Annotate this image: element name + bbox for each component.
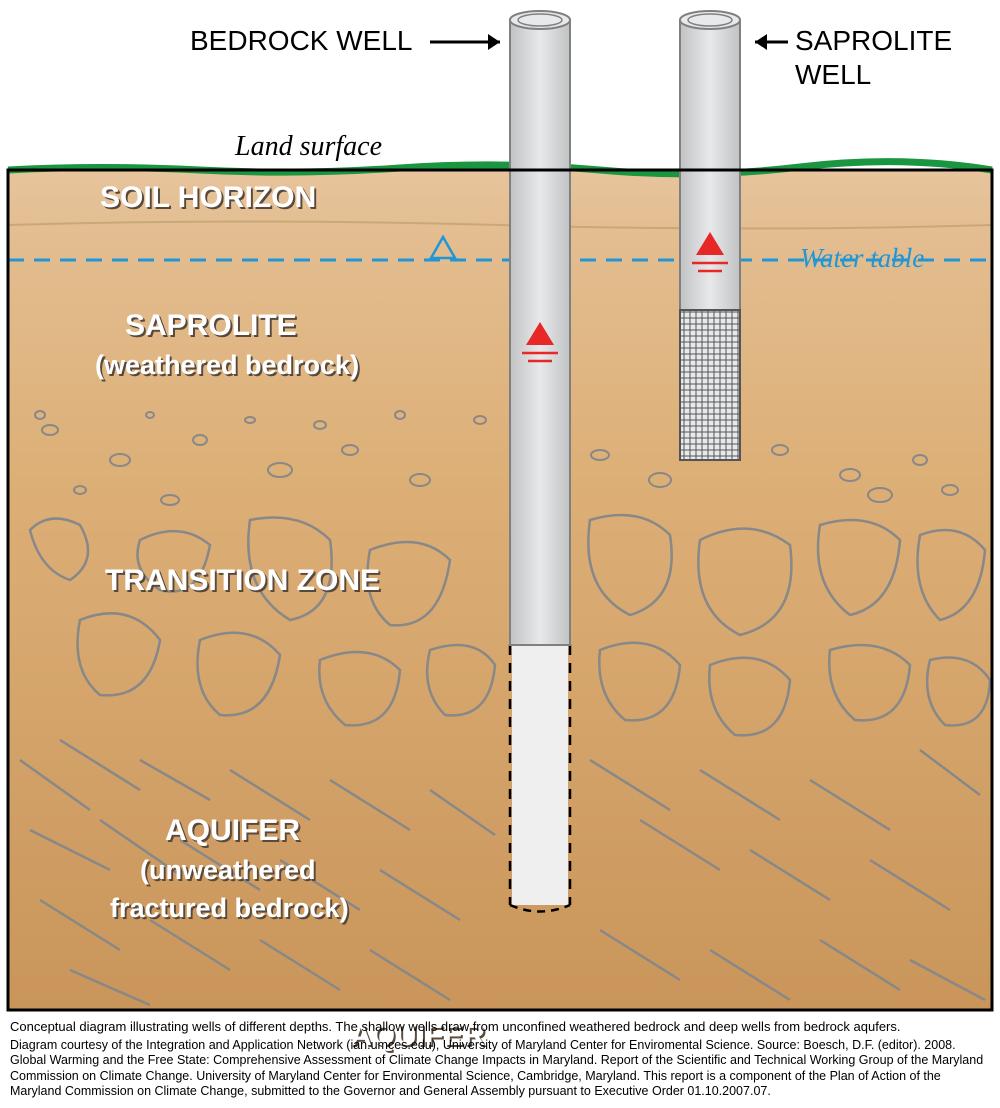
land-surface-label: Land surface — [234, 131, 382, 162]
caption-box: Conceptual diagram illustrating wells of… — [8, 1015, 992, 1108]
caption-main: Conceptual diagram illustrating wells of… — [10, 1019, 990, 1035]
aquifer-label-2: (unweathered — [140, 855, 316, 885]
saprolite-well — [680, 11, 740, 460]
well-diagram: BEDROCK WELL SAPROLITE WELL Land surface… — [0, 0, 1000, 1108]
saprolite-well-label-1: SAPROLITE — [795, 25, 952, 56]
diagram-svg: BEDROCK WELL SAPROLITE WELL Land surface… — [0, 0, 1000, 1108]
saprolite-well-label-2: WELL — [795, 59, 871, 90]
water-table-label: Water table — [800, 243, 924, 273]
saprolite-label-2: (weathered bedrock) — [95, 350, 359, 380]
aquifer-label-1: AQUIFER — [165, 814, 300, 847]
soil-horizon-label: SOIL HORIZON — [100, 181, 316, 214]
saprolite-label-1: SAPROLITE — [125, 309, 297, 342]
caption-credit: Diagram courtesy of the Integration and … — [10, 1038, 990, 1101]
transition-zone-label: TRANSITION ZONE — [105, 564, 380, 597]
bedrock-well — [510, 11, 570, 912]
bedrock-well-label: BEDROCK WELL — [190, 25, 413, 56]
aquifer-label-3: fractured bedrock) — [110, 893, 349, 923]
